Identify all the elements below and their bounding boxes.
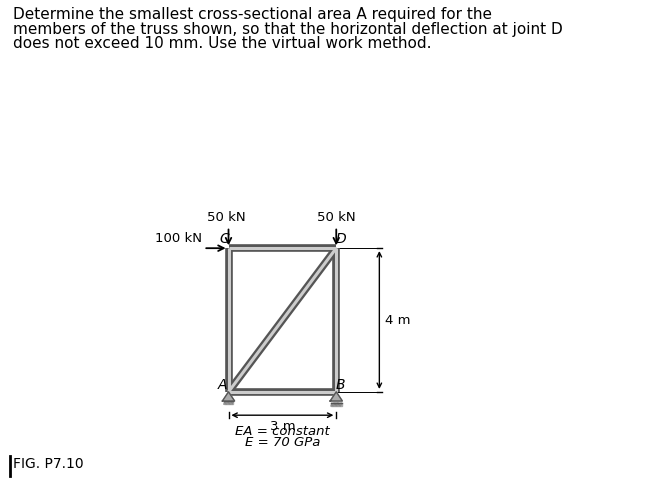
Polygon shape [223, 392, 234, 401]
Text: members of the truss shown, so that the horizontal deflection at joint D: members of the truss shown, so that the … [13, 22, 563, 37]
Text: B: B [336, 378, 345, 392]
Text: D: D [336, 232, 346, 246]
Text: 100 kN: 100 kN [154, 232, 202, 245]
Text: 50 kN: 50 kN [208, 211, 246, 224]
Text: 3 m: 3 m [269, 420, 295, 433]
Polygon shape [331, 403, 342, 406]
Polygon shape [224, 401, 234, 404]
Text: 4 m: 4 m [385, 313, 410, 327]
Text: does not exceed 10 mm. Use the virtual work method.: does not exceed 10 mm. Use the virtual w… [13, 36, 432, 51]
Text: Determine the smallest cross-sectional area A required for the: Determine the smallest cross-sectional a… [13, 7, 492, 22]
Polygon shape [330, 392, 343, 401]
Text: FIG. P7.10: FIG. P7.10 [13, 457, 84, 471]
Text: C: C [219, 232, 228, 246]
Text: A: A [217, 378, 227, 392]
Text: E = 70 GPa: E = 70 GPa [245, 436, 320, 449]
Text: 50 kN: 50 kN [317, 211, 356, 224]
Text: EA = constant: EA = constant [235, 425, 330, 438]
